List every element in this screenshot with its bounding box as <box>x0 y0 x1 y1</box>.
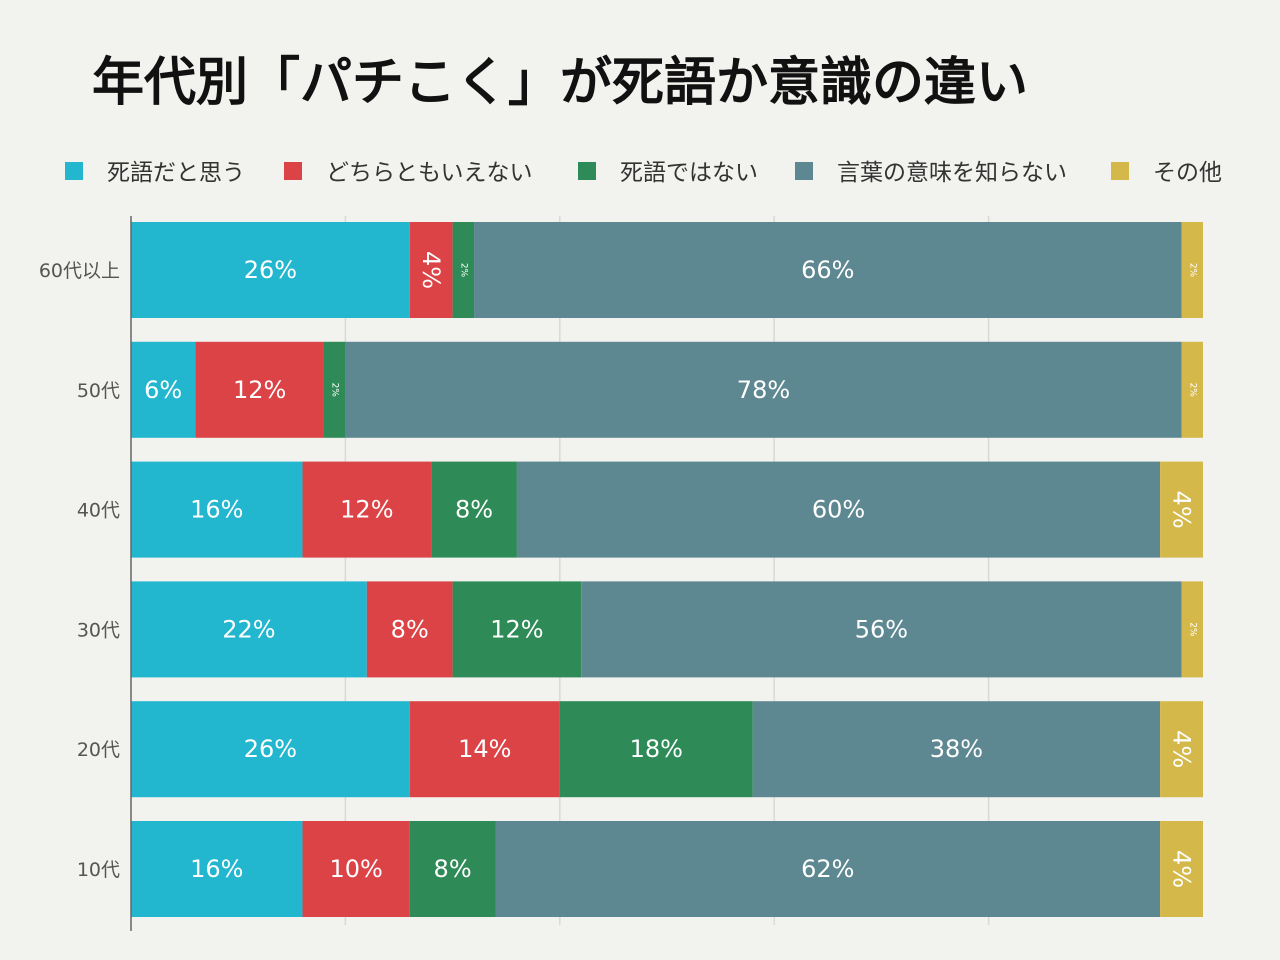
data-label: 2% <box>330 383 340 398</box>
bar-segment <box>302 821 410 917</box>
bar-segment <box>452 222 475 318</box>
data-label: 2% <box>1187 383 1197 398</box>
bar-segment <box>1181 222 1203 318</box>
category-label: 60代以上 <box>39 260 120 282</box>
legend-swatch-2 <box>284 162 302 180</box>
bar-segment <box>409 701 560 798</box>
data-label: 60% <box>812 496 865 524</box>
data-label: 6% <box>144 376 182 404</box>
bar-segment <box>409 821 496 917</box>
data-label: 8% <box>434 855 472 883</box>
bar-segment <box>302 461 432 558</box>
category-label: 30代 <box>77 619 120 641</box>
data-label: 8% <box>391 615 429 643</box>
data-label: 12% <box>233 376 286 404</box>
bar-segment <box>474 222 1182 318</box>
category-label: 10代 <box>77 859 120 881</box>
bar-segment <box>1160 821 1203 917</box>
bar-segment <box>366 581 453 678</box>
legend: 死語だと思う どちらともいえない 死語ではない 言葉の意味を知らない その他 <box>65 160 1222 186</box>
data-label: 16% <box>190 855 243 883</box>
bar-segment <box>559 701 753 798</box>
category-label: 50代 <box>77 380 120 402</box>
bar-segment <box>131 461 303 558</box>
data-label: 18% <box>630 735 683 763</box>
bars: 26% 4% 2% 66% 2% 6% 12% 2% 78% 2% 16% 12% 8% 60% 4% 22%… <box>131 222 1203 917</box>
legend-label-5: その他 <box>1153 160 1222 186</box>
bar-segment <box>495 821 1161 917</box>
legend-label-1: 死語だと思う <box>107 160 245 186</box>
data-label: 78% <box>737 376 790 404</box>
data-label: 12% <box>490 615 543 643</box>
legend-label-4: 言葉の意味を知らない <box>837 160 1067 186</box>
bar-segment <box>1160 701 1203 798</box>
legend-swatch-1 <box>65 162 83 180</box>
data-label: 16% <box>190 496 243 524</box>
data-label: 4% <box>417 251 445 289</box>
bar-segment <box>1160 461 1203 558</box>
data-label: 2% <box>458 263 468 278</box>
bar-segment <box>452 581 582 678</box>
bar-segment <box>131 341 196 438</box>
data-label: 8% <box>455 496 493 524</box>
bar-segment <box>345 341 1182 438</box>
data-label: 22% <box>222 615 275 643</box>
bar-segment <box>131 821 303 917</box>
data-label: 38% <box>930 735 983 763</box>
legend-label-3: 死語ではない <box>620 160 758 186</box>
category-label: 20代 <box>77 739 120 761</box>
data-label: 2% <box>1187 263 1197 278</box>
bar-segment <box>581 581 1182 678</box>
data-label: 4% <box>1168 730 1196 768</box>
data-label: 62% <box>801 855 854 883</box>
bar-segment <box>131 581 367 678</box>
bar-segment <box>131 701 410 798</box>
data-label: 26% <box>244 256 297 284</box>
category-labels: 60代以上 50代 40代 30代 20代 10代 <box>39 260 120 881</box>
data-label: 10% <box>329 855 382 883</box>
data-label: 4% <box>1168 850 1196 888</box>
legend-swatch-4 <box>795 162 813 180</box>
bar-segment <box>431 461 517 558</box>
data-label: 4% <box>1168 491 1196 529</box>
bar-segment <box>516 461 1161 558</box>
bar-segment <box>323 341 346 438</box>
data-label: 56% <box>855 615 908 643</box>
bar-segment <box>752 701 1161 798</box>
bar-segment <box>1181 581 1203 678</box>
category-label: 40代 <box>77 500 120 522</box>
chart-title: 年代別「パチこく」が死語か意識の違い <box>92 53 1028 113</box>
data-label: 66% <box>801 256 854 284</box>
bar-segment <box>1181 341 1203 438</box>
grid <box>344 216 990 925</box>
data-label: 14% <box>458 735 511 763</box>
bar-segment <box>195 341 324 438</box>
legend-swatch-5 <box>1111 162 1129 180</box>
legend-label-2: どちらともいえない <box>326 160 533 186</box>
bar-segment <box>131 222 410 318</box>
data-label: 26% <box>244 735 297 763</box>
data-label: 2% <box>1187 622 1197 637</box>
data-label: 12% <box>340 496 393 524</box>
bar-segment <box>409 222 453 318</box>
legend-swatch-3 <box>578 162 596 180</box>
